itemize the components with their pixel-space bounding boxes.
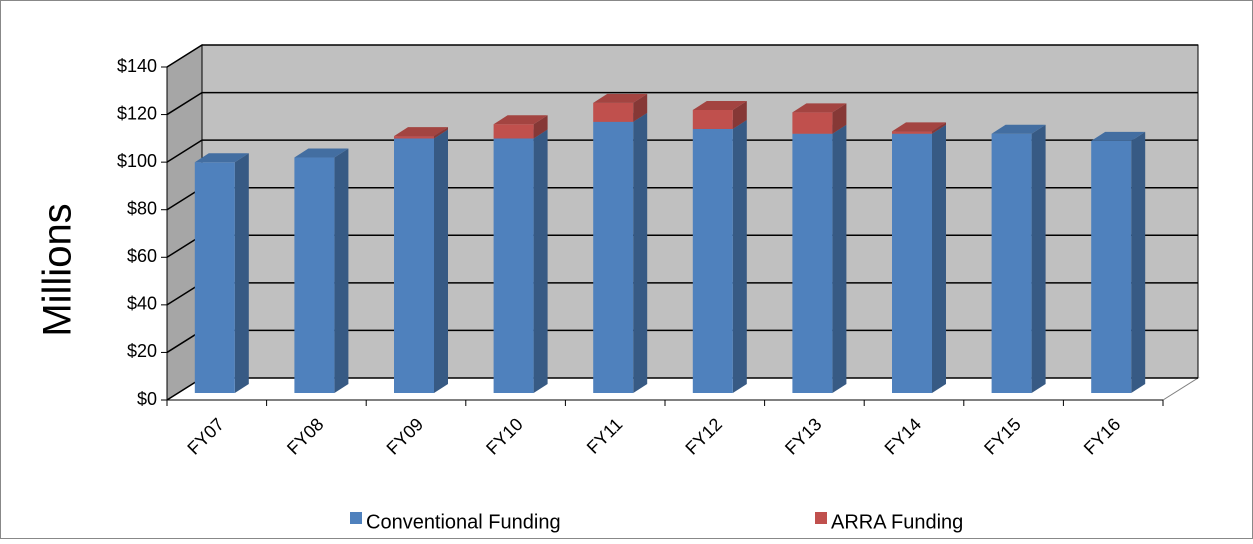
bar-side xyxy=(932,124,946,393)
bar-top xyxy=(1091,131,1146,141)
y-tick-label: $80 xyxy=(127,198,157,218)
legend-label: ARRA Funding xyxy=(831,511,963,533)
bar-top xyxy=(692,100,747,110)
bar-side xyxy=(732,119,747,393)
bar-top xyxy=(294,148,349,158)
bar-side xyxy=(533,115,548,139)
y-tick-label: $20 xyxy=(127,341,157,361)
bar-top xyxy=(194,153,249,163)
bar-side xyxy=(633,112,648,393)
bar-side xyxy=(434,127,448,139)
y-tick-label: $140 xyxy=(117,56,157,76)
bar xyxy=(394,138,434,393)
bar xyxy=(792,112,833,134)
y-tick-label: $40 xyxy=(127,294,157,314)
bar xyxy=(1091,140,1132,393)
bar xyxy=(692,109,733,129)
bar xyxy=(394,136,434,139)
bar-top xyxy=(493,115,548,125)
bar-side xyxy=(234,153,249,393)
legend-swatch xyxy=(350,512,362,524)
bar xyxy=(991,133,1032,393)
grid-line xyxy=(166,139,1198,163)
grid-line xyxy=(166,44,1198,68)
bar xyxy=(493,124,534,139)
y-tick-label: $0 xyxy=(137,389,157,409)
bar xyxy=(294,157,335,393)
y-tick-label: $100 xyxy=(117,151,157,171)
bar-side xyxy=(932,122,946,134)
bar xyxy=(593,121,634,393)
bar xyxy=(692,128,733,393)
bar xyxy=(792,133,833,393)
bar-top xyxy=(892,122,946,132)
bar xyxy=(892,133,932,393)
bar xyxy=(493,138,534,393)
bar-side xyxy=(533,129,548,393)
bar-side xyxy=(1131,131,1146,393)
bar-side xyxy=(633,93,648,122)
bar-side xyxy=(732,100,747,129)
y-tick-label: $60 xyxy=(127,246,157,266)
bar-side xyxy=(1031,124,1046,393)
bar xyxy=(194,162,235,393)
bar-side xyxy=(334,148,349,393)
bar-side xyxy=(434,129,448,393)
bar-top xyxy=(991,124,1046,134)
legend-label: Conventional Funding xyxy=(366,511,561,533)
bar xyxy=(892,131,932,134)
bar-top xyxy=(593,93,648,103)
bar-side xyxy=(832,124,847,393)
bar-top xyxy=(394,127,448,137)
y-tick-label: $120 xyxy=(117,103,157,123)
y-axis-label: Millions xyxy=(36,203,80,336)
bar-top xyxy=(792,103,847,113)
bar xyxy=(593,102,634,122)
bar-side xyxy=(832,103,847,134)
legend-swatch xyxy=(815,512,827,524)
grid-line xyxy=(166,91,1198,116)
